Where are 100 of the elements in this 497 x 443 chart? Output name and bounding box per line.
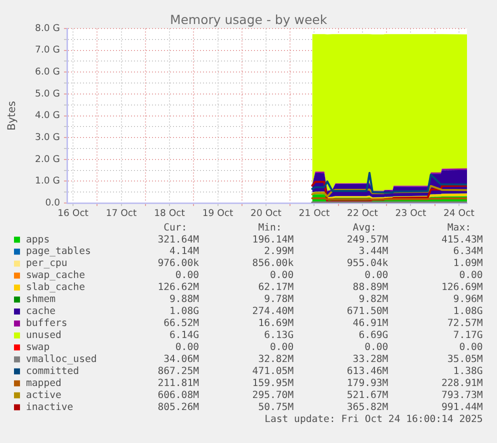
text: 9.96M xyxy=(453,294,483,306)
text: 976.00k xyxy=(158,258,200,270)
text: 126.62M xyxy=(158,282,200,294)
text: 66.52M xyxy=(164,318,200,330)
legend-label: inactive xyxy=(26,402,74,413)
text: 0.00 xyxy=(459,270,483,282)
text: 274.40M xyxy=(252,306,294,318)
x-tick-label: 18 Oct xyxy=(154,208,186,219)
text: 228.91M xyxy=(442,378,483,389)
y-tick-label: 8.0 G xyxy=(35,22,60,34)
x-tick-label: 19 Oct xyxy=(202,208,234,219)
legend-label: per_cpu xyxy=(26,258,68,270)
text: 1.08G xyxy=(170,306,200,318)
text: 955.04k xyxy=(346,258,388,270)
text: 0.00 xyxy=(364,342,388,353)
y-tick-label: 7.0 G xyxy=(35,44,60,56)
text: 0.00 xyxy=(270,342,294,353)
text: 856.00k xyxy=(252,258,294,270)
text: 34.06M xyxy=(164,354,200,365)
text: 0.00 xyxy=(459,342,483,353)
text: 16.69M xyxy=(258,318,294,330)
legend-label: buffers xyxy=(26,318,68,330)
legend-label: vmalloc_used xyxy=(26,354,97,365)
text: 0.00 xyxy=(175,270,200,282)
text: 0.00 xyxy=(364,270,388,282)
chart-title: Memory usage - by week xyxy=(170,12,328,27)
legend-label: swap xyxy=(26,342,50,353)
y-tick-label: 6.0 G xyxy=(35,66,60,78)
text: 62.17M xyxy=(258,282,294,294)
text: 1.38G xyxy=(453,366,483,377)
text: 6.69G xyxy=(358,330,388,342)
text: 72.57M xyxy=(447,318,483,330)
text: 4.14M xyxy=(170,246,200,258)
y-tick-label: 3.0 G xyxy=(35,132,60,143)
text: 196.14M xyxy=(252,234,294,246)
text: 46.91M xyxy=(352,318,388,330)
x-tick-label: 24 Oct xyxy=(444,208,475,219)
y-tick-label: 1.0 G xyxy=(35,176,60,187)
text: 2.99M xyxy=(264,246,294,258)
y-tick-label: 4.0 G xyxy=(35,110,60,122)
text: 50.75M xyxy=(258,402,294,413)
text: 471.05M xyxy=(252,366,294,377)
text: 126.69M xyxy=(442,282,483,294)
text: 0.00 xyxy=(270,270,294,282)
legend-label: swap_cache xyxy=(26,270,86,282)
legend-label: page_tables xyxy=(26,246,91,258)
text: Min: xyxy=(258,222,282,234)
text: 3.44M xyxy=(358,246,388,258)
text: 606.08M xyxy=(158,390,200,401)
text: 867.25M xyxy=(158,366,200,377)
text: 159.95M xyxy=(252,378,294,389)
text: 179.93M xyxy=(346,378,388,389)
text: 365.82M xyxy=(346,402,388,413)
text: 671.50M xyxy=(346,306,388,318)
legend-label: committed xyxy=(26,366,80,377)
text: 295.70M xyxy=(252,390,294,401)
text: 211.81M xyxy=(158,378,200,389)
legend-label: active xyxy=(26,390,62,401)
text: 0.00 xyxy=(175,342,200,353)
text: Last update: Fri Oct 24 16:00:14 2025 xyxy=(264,414,483,425)
text: 32.82M xyxy=(258,354,294,365)
text: 991.44M xyxy=(442,402,483,413)
x-tick-label: 22 Oct xyxy=(347,208,378,219)
text: Avg: xyxy=(352,222,376,234)
text: 33.28M xyxy=(352,354,388,365)
text: 321.64M xyxy=(158,234,200,246)
y-tick-label: 5.0 G xyxy=(35,88,60,100)
text: 7.17G xyxy=(453,330,483,342)
legend-label: slab_cache xyxy=(26,282,86,294)
y-axis-title: Bytes xyxy=(6,101,18,130)
legend-label: cache xyxy=(26,306,56,318)
text: 35.05M xyxy=(447,354,483,365)
text: 88.89M xyxy=(352,282,388,294)
text: 613.46M xyxy=(346,366,388,377)
text: 9.78M xyxy=(264,294,294,306)
text: 521.67M xyxy=(346,390,388,401)
x-tick-label: 16 Oct xyxy=(58,208,89,219)
text: Max: xyxy=(447,222,472,234)
x-tick-label: 20 Oct xyxy=(250,208,282,219)
legend-label: unused xyxy=(26,330,62,342)
text: 249.57M xyxy=(346,234,388,246)
text: 1.09M xyxy=(453,258,483,270)
text: 805.26M xyxy=(158,402,200,413)
text: 793.73M xyxy=(442,390,483,401)
text: 1.08G xyxy=(453,306,483,318)
text: Cur: xyxy=(164,222,188,234)
legend-label: apps xyxy=(26,234,50,246)
x-tick-label: 21 Oct xyxy=(298,208,330,219)
text: 415.43M xyxy=(442,234,483,246)
legend-label: shmem xyxy=(26,294,56,306)
text: 6.34M xyxy=(453,246,483,258)
y-tick-label: 0.0 xyxy=(45,197,60,208)
text: 9.82M xyxy=(358,294,388,306)
legend-label: mapped xyxy=(26,378,62,389)
x-tick-label: 17 Oct xyxy=(106,208,138,219)
text: 9.88M xyxy=(170,294,200,306)
text: 6.14G xyxy=(170,330,200,342)
y-tick-label: 2.0 G xyxy=(35,154,60,165)
text: 6.13G xyxy=(264,330,294,342)
x-tick-label: 23 Oct xyxy=(395,208,426,219)
